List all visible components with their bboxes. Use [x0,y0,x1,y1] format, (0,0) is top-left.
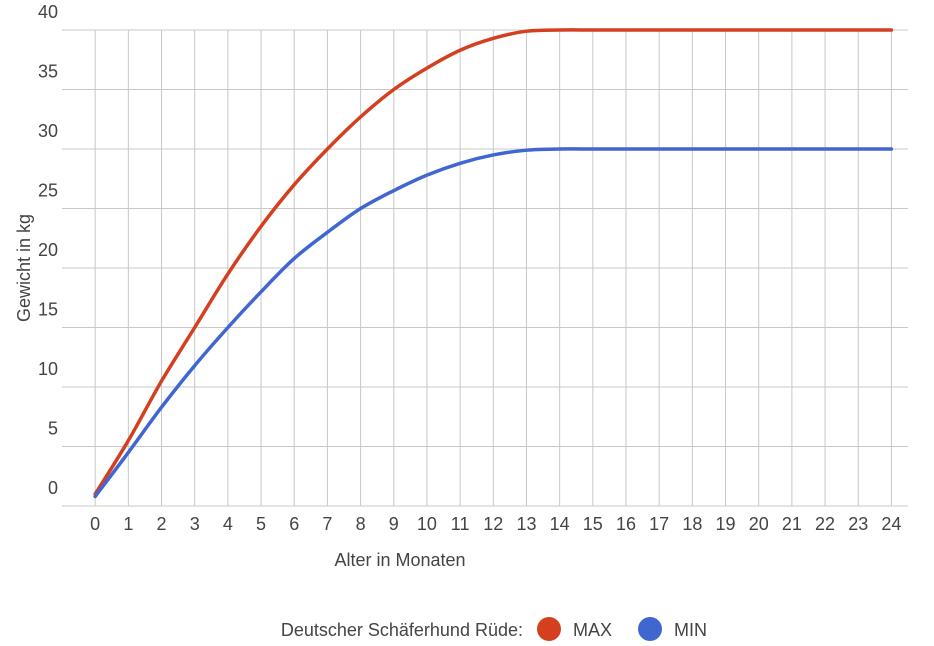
x-tick-label: 10 [417,514,437,534]
x-tick-label: 20 [749,514,769,534]
y-tick-label: 20 [38,240,58,260]
x-tick-label: 1 [123,514,133,534]
x-tick-label: 17 [649,514,669,534]
x-tick-label: 13 [516,514,536,534]
x-tick-label: 11 [451,514,470,534]
legend-marker [638,617,663,641]
x-tick-label: 9 [389,514,399,534]
x-tick-label: 2 [157,514,167,534]
y-tick-label: 25 [38,181,58,201]
x-tick-label: 7 [322,514,332,534]
legend-label: MAX [573,620,612,640]
series-line [93,147,894,499]
x-tick-label: 19 [716,514,736,534]
x-axis-title: Alter in Monaten [334,550,465,570]
y-tick-label: 10 [38,359,58,379]
y-tick-label: 15 [38,300,58,320]
y-tick-label: 30 [38,121,58,141]
legend-title: Deutscher Schäferhund Rüde: [281,620,523,640]
x-tick-label: 12 [483,514,503,534]
x-tick-label: 16 [616,514,636,534]
x-tick-label: 8 [356,514,366,534]
x-tick-label: 15 [583,514,603,534]
y-tick-label: 40 [38,2,58,22]
x-tick-label: 0 [90,514,100,534]
x-tick-label: 3 [190,514,200,534]
y-axis-title: Gewicht in kg [14,214,34,322]
y-tick-label: 5 [48,419,58,439]
series-line [93,28,894,496]
y-tick-label: 35 [38,62,58,82]
x-tick-label: 21 [782,514,802,534]
x-tick-label: 5 [256,514,266,534]
x-tick-label: 18 [682,514,702,534]
legend-marker [537,617,561,641]
x-tick-label: 4 [223,514,233,534]
x-tick-label: 22 [815,514,835,534]
x-tick-label: 23 [848,514,868,534]
x-tick-label: 6 [289,514,299,534]
x-tick-label: 14 [550,514,570,534]
x-tick-label: 24 [881,514,901,534]
y-tick-label: 0 [48,478,58,498]
legend-label: MIN [674,620,707,640]
